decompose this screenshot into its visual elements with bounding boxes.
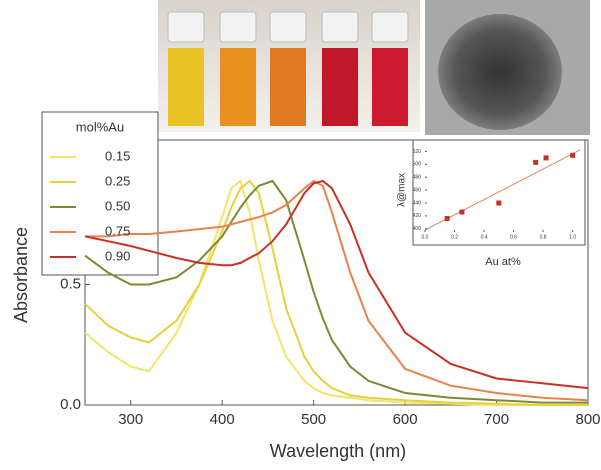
legend-label: 0.90 [105, 248, 130, 263]
inset-y-label: λ@max [397, 173, 408, 207]
x-tick-label: 0.0 [422, 234, 429, 240]
y-tick-label: 440 [413, 200, 422, 206]
legend-title: mol%Au [76, 119, 124, 134]
y-axis-label: Absorbance [11, 227, 31, 323]
y-tick-label: 0.0 [60, 396, 81, 413]
x-tick-label: 0.2 [451, 234, 458, 240]
inset-x-label: Au at% [485, 256, 521, 268]
point [570, 153, 575, 158]
legend-label: 0.75 [105, 223, 130, 238]
x-tick-label: 1.0 [569, 234, 576, 240]
point [496, 201, 501, 206]
y-tick-label: 420 [413, 213, 422, 219]
legend-label: 0.50 [105, 198, 130, 213]
y-tick-label: 0.5 [60, 276, 81, 293]
legend-label: 0.15 [105, 148, 130, 163]
tem-image [425, 0, 590, 135]
x-tick-label: 500 [301, 411, 326, 428]
legend [42, 112, 158, 275]
y-tick-label: 400 [413, 226, 422, 232]
point [459, 210, 464, 215]
x-axis-label: Wavelength (nm) [270, 441, 406, 461]
x-tick-label: 800 [575, 411, 600, 428]
x-tick-label: 0.4 [481, 234, 488, 240]
y-tick-label: 500 [413, 162, 422, 168]
x-tick-label: 400 [210, 411, 235, 428]
y-tick-label: 460 [413, 187, 422, 193]
inset-frame [413, 140, 585, 245]
x-tick-label: 600 [393, 411, 418, 428]
figure: Wavelength (nm) Absorbance mol%Au Au at%… [0, 0, 601, 465]
vial-photo [158, 0, 420, 132]
x-tick-label: 0.8 [540, 234, 547, 240]
y-tick-label: 480 [413, 175, 422, 181]
y-tick-label: 520 [413, 149, 422, 155]
point [445, 216, 450, 221]
x-tick-label: 300 [118, 411, 143, 428]
x-tick-label: 700 [484, 411, 509, 428]
legend-label: 0.25 [105, 173, 130, 188]
x-tick-label: 0.6 [510, 234, 517, 240]
point [544, 155, 549, 160]
point [533, 160, 538, 165]
